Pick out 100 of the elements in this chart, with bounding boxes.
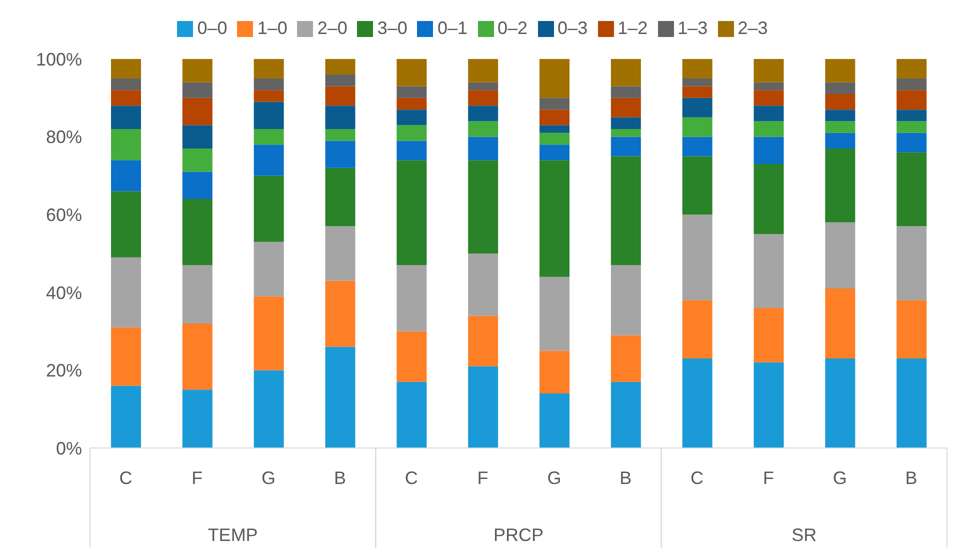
bar xyxy=(754,164,784,234)
bar xyxy=(682,300,712,359)
bar xyxy=(325,226,356,281)
bar xyxy=(182,199,212,266)
bar xyxy=(325,106,356,130)
bar xyxy=(682,98,712,118)
bar xyxy=(754,121,784,137)
x-tick-label: F xyxy=(477,468,488,488)
bar xyxy=(254,78,284,90)
bar xyxy=(825,132,856,148)
bar xyxy=(610,98,641,118)
bar xyxy=(111,78,141,90)
text: SR xyxy=(792,525,817,545)
bar xyxy=(254,242,284,296)
bar xyxy=(182,324,212,390)
bar xyxy=(896,59,927,78)
legend-label: 0–0 xyxy=(197,18,228,38)
bar xyxy=(682,214,712,300)
bar xyxy=(111,59,141,78)
y-tick-label: 20% xyxy=(46,360,82,381)
bar xyxy=(540,59,570,98)
bar xyxy=(825,121,856,133)
legend-label: 1–3 xyxy=(678,18,708,38)
bar xyxy=(396,265,427,332)
x-tick-label: B xyxy=(905,468,918,488)
bar xyxy=(825,110,856,122)
text: TEMP xyxy=(208,525,258,545)
bar xyxy=(254,90,284,102)
bar xyxy=(896,358,927,448)
bar xyxy=(182,98,212,126)
bar xyxy=(111,386,141,448)
bar xyxy=(896,121,927,133)
bar xyxy=(540,394,570,448)
x-tick-label: G xyxy=(547,468,562,488)
x-tick-label: G xyxy=(832,468,847,488)
bar xyxy=(682,59,712,78)
bar xyxy=(610,382,641,448)
bar xyxy=(825,358,856,448)
x-tick-label: G xyxy=(262,468,276,488)
bar xyxy=(825,148,856,222)
bar xyxy=(396,382,427,448)
bar xyxy=(610,136,641,156)
bar xyxy=(111,129,141,160)
bar xyxy=(182,172,212,200)
legend-label: 1–2 xyxy=(618,18,648,38)
bar xyxy=(540,350,570,394)
bar xyxy=(896,90,927,110)
bar xyxy=(182,59,212,82)
bar xyxy=(754,362,784,448)
legend-label: 0–2 xyxy=(498,18,528,38)
bar xyxy=(825,222,856,289)
bar xyxy=(825,59,856,82)
bar xyxy=(754,136,784,164)
bar xyxy=(754,90,784,106)
bar xyxy=(468,254,498,316)
x-tick-label: C xyxy=(690,468,704,488)
bar xyxy=(540,132,570,145)
bar xyxy=(754,82,784,90)
bar xyxy=(325,74,356,86)
y-tick-label: 40% xyxy=(46,282,82,303)
bar xyxy=(254,370,284,448)
bar xyxy=(325,140,356,168)
bar xyxy=(540,125,570,133)
bar xyxy=(254,144,284,176)
bar xyxy=(682,86,712,98)
bar xyxy=(896,132,927,152)
bar xyxy=(182,265,212,324)
legend-label: 1–0 xyxy=(257,18,288,38)
bar xyxy=(540,276,570,351)
bar xyxy=(325,129,356,141)
bar xyxy=(111,106,141,130)
bar xyxy=(325,280,356,347)
bar xyxy=(754,106,784,122)
bar xyxy=(610,265,641,336)
bar xyxy=(396,98,427,110)
bar xyxy=(682,156,712,215)
bar xyxy=(111,327,141,386)
bar xyxy=(468,316,498,366)
bar xyxy=(682,78,712,86)
y-tick-label: 100% xyxy=(36,49,82,70)
bar xyxy=(254,176,284,242)
x-tick-label: F xyxy=(192,468,203,488)
bar xyxy=(396,110,427,126)
bar xyxy=(396,59,427,86)
bar xyxy=(111,191,141,258)
bar xyxy=(396,125,427,141)
bar xyxy=(754,308,784,362)
y-tick-label: 60% xyxy=(46,204,82,225)
x-tick-label: F xyxy=(762,468,774,488)
bar xyxy=(111,90,141,106)
bar xyxy=(182,390,212,448)
bar xyxy=(182,125,212,148)
bar xyxy=(610,129,641,137)
bar xyxy=(610,335,641,382)
bar xyxy=(396,86,427,98)
bar xyxy=(325,86,356,106)
bar xyxy=(325,59,356,75)
bar xyxy=(896,300,927,359)
bar xyxy=(540,160,570,277)
y-tick-label: 80% xyxy=(46,127,82,148)
